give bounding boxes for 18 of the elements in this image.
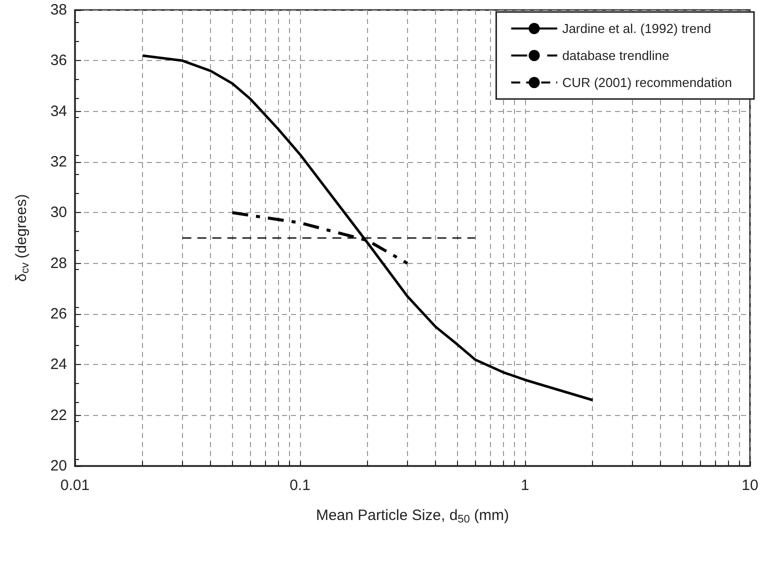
y-tick-label: 36 <box>50 52 67 70</box>
y-tick-label: 30 <box>50 204 67 222</box>
x-tick-label: 1 <box>520 477 530 494</box>
y-tick-label: 24 <box>50 356 67 374</box>
x-tick-label: 0.1 <box>290 477 310 494</box>
legend-label: CUR (2001) recommendation <box>562 75 732 90</box>
y-tick-label: 38 <box>50 2 67 18</box>
legend-label: Jardine et al. (1992) trend <box>562 21 712 36</box>
y-axis-title: δcv (degrees) <box>13 194 32 282</box>
x-tick-label: 0.01 <box>60 477 90 494</box>
x-tick-label: 10 <box>742 477 758 494</box>
y-tick-label: 20 <box>50 458 67 474</box>
y-tick-label: 32 <box>50 154 67 170</box>
y-tick-label: 34 <box>50 102 67 120</box>
y-tick-label: 22 <box>50 406 67 424</box>
y-tick-label: 28 <box>50 254 67 272</box>
legend-label: database trendline <box>562 48 670 63</box>
y-tick-label: 26 <box>50 306 67 322</box>
